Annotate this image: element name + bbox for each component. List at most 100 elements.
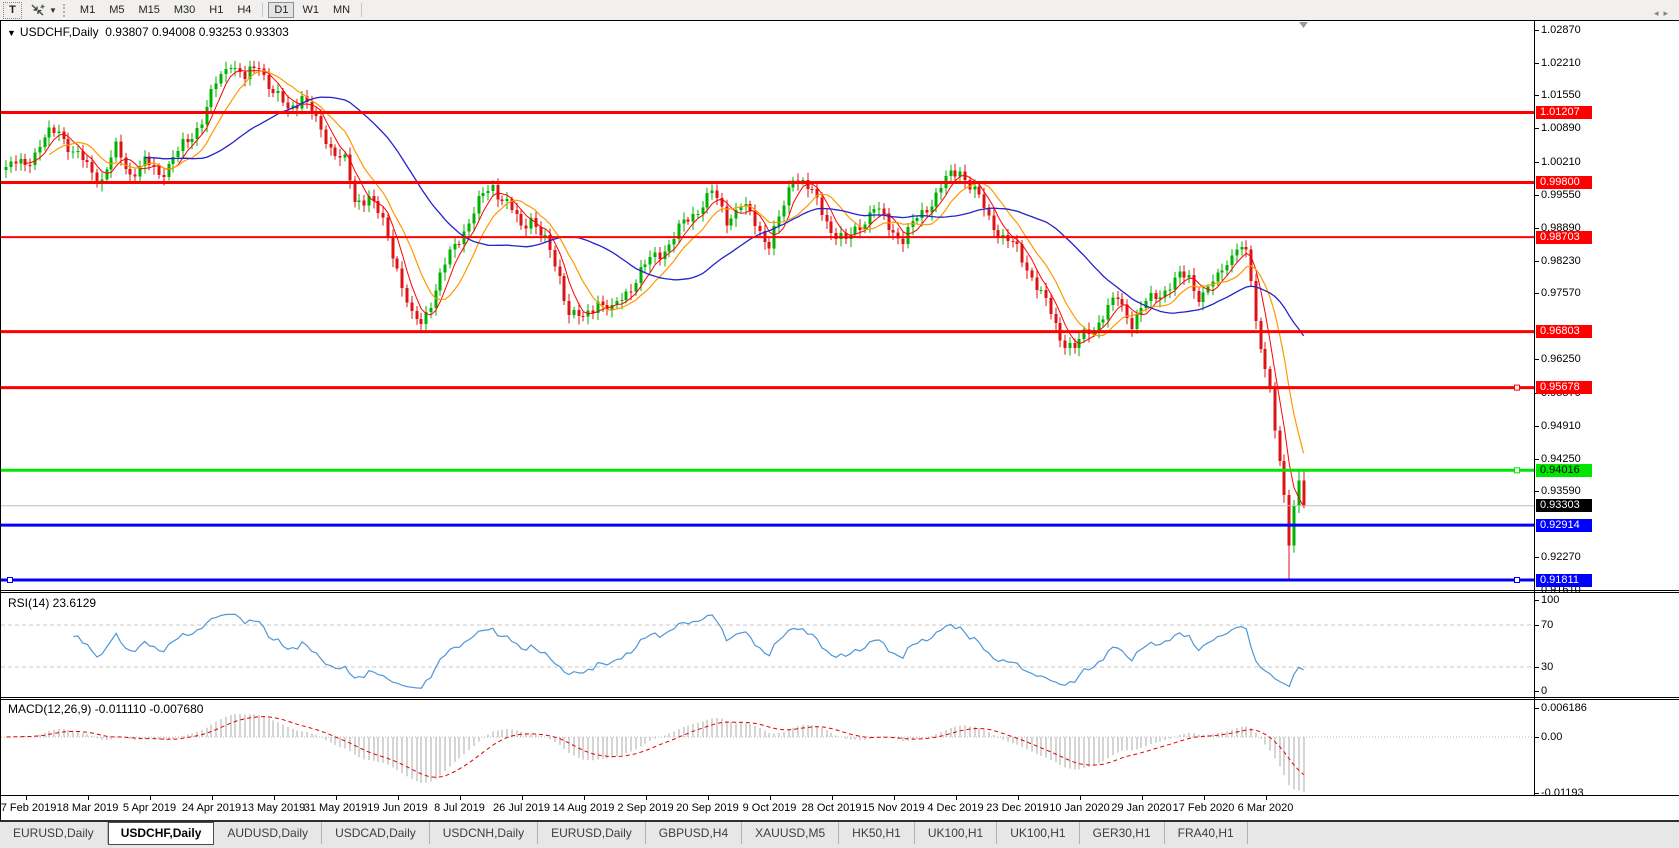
chart-shift-marker[interactable] <box>1299 22 1308 28</box>
date-label: 19 Jun 2019 <box>367 802 428 814</box>
tab-gbpusd-h4[interactable]: GBPUSD,H4 <box>646 822 743 844</box>
date-label: 13 May 2019 <box>241 802 306 814</box>
date-label: 2 Sep 2019 <box>617 802 674 814</box>
date-label: 10 Jan 2020 <box>1049 802 1110 814</box>
date-label: 18 Mar 2019 <box>56 802 119 814</box>
timeframe-button-mn[interactable]: MN <box>327 2 356 18</box>
tab-usdchf-daily[interactable]: USDCHF,Daily <box>107 822 215 845</box>
tab-audusd-daily[interactable]: AUDUSD,Daily <box>214 822 323 844</box>
tab-xauusd-m5[interactable]: XAUUSD,M5 <box>742 822 840 844</box>
toolbar-separator <box>361 3 363 17</box>
rsi-indicator-label: RSI(14) 23.6129 <box>8 596 97 610</box>
tab-scroll-right-icon[interactable]: ▸ <box>1663 8 1673 18</box>
date-label: 5 Apr 2019 <box>122 802 177 814</box>
price-tick: 0.94910 <box>1541 419 1581 432</box>
chart-ohlc-values: 0.93807 0.94008 0.93253 0.93303 <box>105 25 289 39</box>
timeframe-button-m1[interactable]: M1 <box>74 2 101 18</box>
text-tool-button[interactable]: T <box>3 1 22 19</box>
date-label: 6 Mar 2020 <box>1237 802 1294 814</box>
timeframe-button-m5[interactable]: M5 <box>103 2 130 18</box>
date-label: 29 Jan 2020 <box>1111 802 1172 814</box>
price-tick: 1.00210 <box>1541 156 1581 169</box>
price-tick: 0.91610 <box>1541 584 1581 596</box>
hline-price-tag[interactable]: 0.95678 <box>1536 381 1592 395</box>
macd-indicator-label: MACD(12,26,9) -0.011110 -0.007680 <box>8 702 204 716</box>
price-tick: 0.94250 <box>1541 452 1581 465</box>
tab-scroll-left-icon[interactable]: ◂ <box>1653 8 1664 18</box>
hline-price-tag[interactable]: 0.94016 <box>1536 463 1592 477</box>
rsi-tick: 70 <box>1541 619 1554 631</box>
chart-tabs-bar: EURUSD,Daily USDCHF,Daily AUDUSD,Daily USDC… <box>0 820 1679 848</box>
macd-tick: 0.006186 <box>1541 702 1587 714</box>
tab-uk100-h1[interactable]: UK100,H1 <box>915 822 998 844</box>
hline-price-tag[interactable]: 0.99800 <box>1536 176 1592 190</box>
date-label: 14 Aug 2019 <box>552 802 615 814</box>
line-handle[interactable] <box>1514 577 1520 583</box>
hline-price-tag[interactable]: 0.91811 <box>1536 573 1592 587</box>
price-tick: 0.92270 <box>1541 551 1581 564</box>
arrow-styles-icon[interactable] <box>28 2 48 18</box>
hline-layer <box>1 111 1534 583</box>
date-label: 31 May 2019 <box>303 802 368 814</box>
rsi-tick: 100 <box>1541 594 1560 606</box>
toolbar-grip <box>62 3 67 17</box>
tab-ger30-h1[interactable]: GER30,H1 <box>1080 822 1165 844</box>
current-price-tag: 0.93303 <box>1536 499 1592 513</box>
candlestick-layer <box>4 60 1306 580</box>
price-tick: 1.00890 <box>1541 122 1581 135</box>
hline-price-tag[interactable]: 0.92914 <box>1536 518 1592 532</box>
date-label: 27 Feb 2019 <box>0 802 57 814</box>
rsi-layer <box>1 613 1533 689</box>
timeframe-button-h1[interactable]: H1 <box>203 2 229 18</box>
timeframe-button-m15[interactable]: M15 <box>132 2 165 18</box>
moving-average-layer <box>25 69 1305 507</box>
toolbar-separator <box>262 3 264 17</box>
date-label: 17 Feb 2020 <box>1172 802 1235 814</box>
timeframe-group: M1 M5 M15 M30 H1 H4 D1 W1 MN <box>73 2 366 18</box>
date-label: 26 Jul 2019 <box>493 802 550 814</box>
chart-toolbar: T ▼ M1 M5 M15 M30 H1 H4 D1 W1 MN <box>0 0 1679 20</box>
line-handle[interactable] <box>1514 384 1520 391</box>
tab-fra40-h1[interactable]: FRA40,H1 <box>1165 822 1248 844</box>
price-tick: 0.97570 <box>1541 287 1581 300</box>
price-tick: 0.99550 <box>1541 188 1581 201</box>
date-label: 15 Nov 2019 <box>862 802 925 814</box>
price-tick: 0.96250 <box>1541 353 1581 366</box>
timeframe-button-w1[interactable]: W1 <box>296 2 325 18</box>
hline-price-tag[interactable]: 1.01207 <box>1536 106 1592 120</box>
tab-eurusd-daily[interactable]: EURUSD,Daily <box>538 822 646 844</box>
date-label: 28 Oct 2019 <box>801 802 862 814</box>
date-label: 9 Oct 2019 <box>742 802 797 814</box>
timeframe-button-d1[interactable]: D1 <box>268 2 295 18</box>
tab-hk50-h1[interactable]: HK50,H1 <box>839 822 915 844</box>
tab-scroll-arrows[interactable]: ◂▸ <box>1654 8 1673 19</box>
date-label: 4 Dec 2019 <box>927 802 984 814</box>
price-tick: 1.02870 <box>1541 23 1581 36</box>
date-label: 23 Dec 2019 <box>986 802 1049 814</box>
line-handle[interactable] <box>1514 467 1520 474</box>
date-label: 20 Sep 2019 <box>676 802 739 814</box>
pane-borders <box>0 20 1679 820</box>
price-tick: 1.01550 <box>1541 89 1581 102</box>
date-label: 8 Jul 2019 <box>434 802 485 814</box>
tab-usdcad-daily[interactable]: USDCAD,Daily <box>322 822 430 844</box>
price-tick: 0.93590 <box>1541 485 1581 498</box>
timeframe-button-m30[interactable]: M30 <box>168 2 201 18</box>
hline-price-tag[interactable]: 0.98703 <box>1536 230 1592 244</box>
tab-eurusd-daily[interactable]: EURUSD,Daily <box>0 822 108 844</box>
chart-symbol-period: USDCHF,Daily <box>19 25 99 39</box>
line-handle[interactable] <box>7 577 13 583</box>
date-label: 24 Apr 2019 <box>181 802 242 814</box>
chevron-down-icon[interactable]: ▼ <box>49 5 57 15</box>
chart-collapser-icon[interactable]: ▼ <box>7 28 16 38</box>
price-tick: 0.98230 <box>1541 254 1581 267</box>
macd-tick: 0.00 <box>1541 731 1563 743</box>
tab-usdcnh-daily[interactable]: USDCNH,Daily <box>430 822 539 844</box>
hline-price-tag[interactable]: 0.96803 <box>1536 325 1592 339</box>
tab-uk100-h1[interactable]: UK100,H1 <box>997 822 1080 844</box>
timeframe-button-h4[interactable]: H4 <box>231 2 257 18</box>
price-tick: 1.02210 <box>1541 56 1581 69</box>
macd-layer <box>1 713 1533 793</box>
